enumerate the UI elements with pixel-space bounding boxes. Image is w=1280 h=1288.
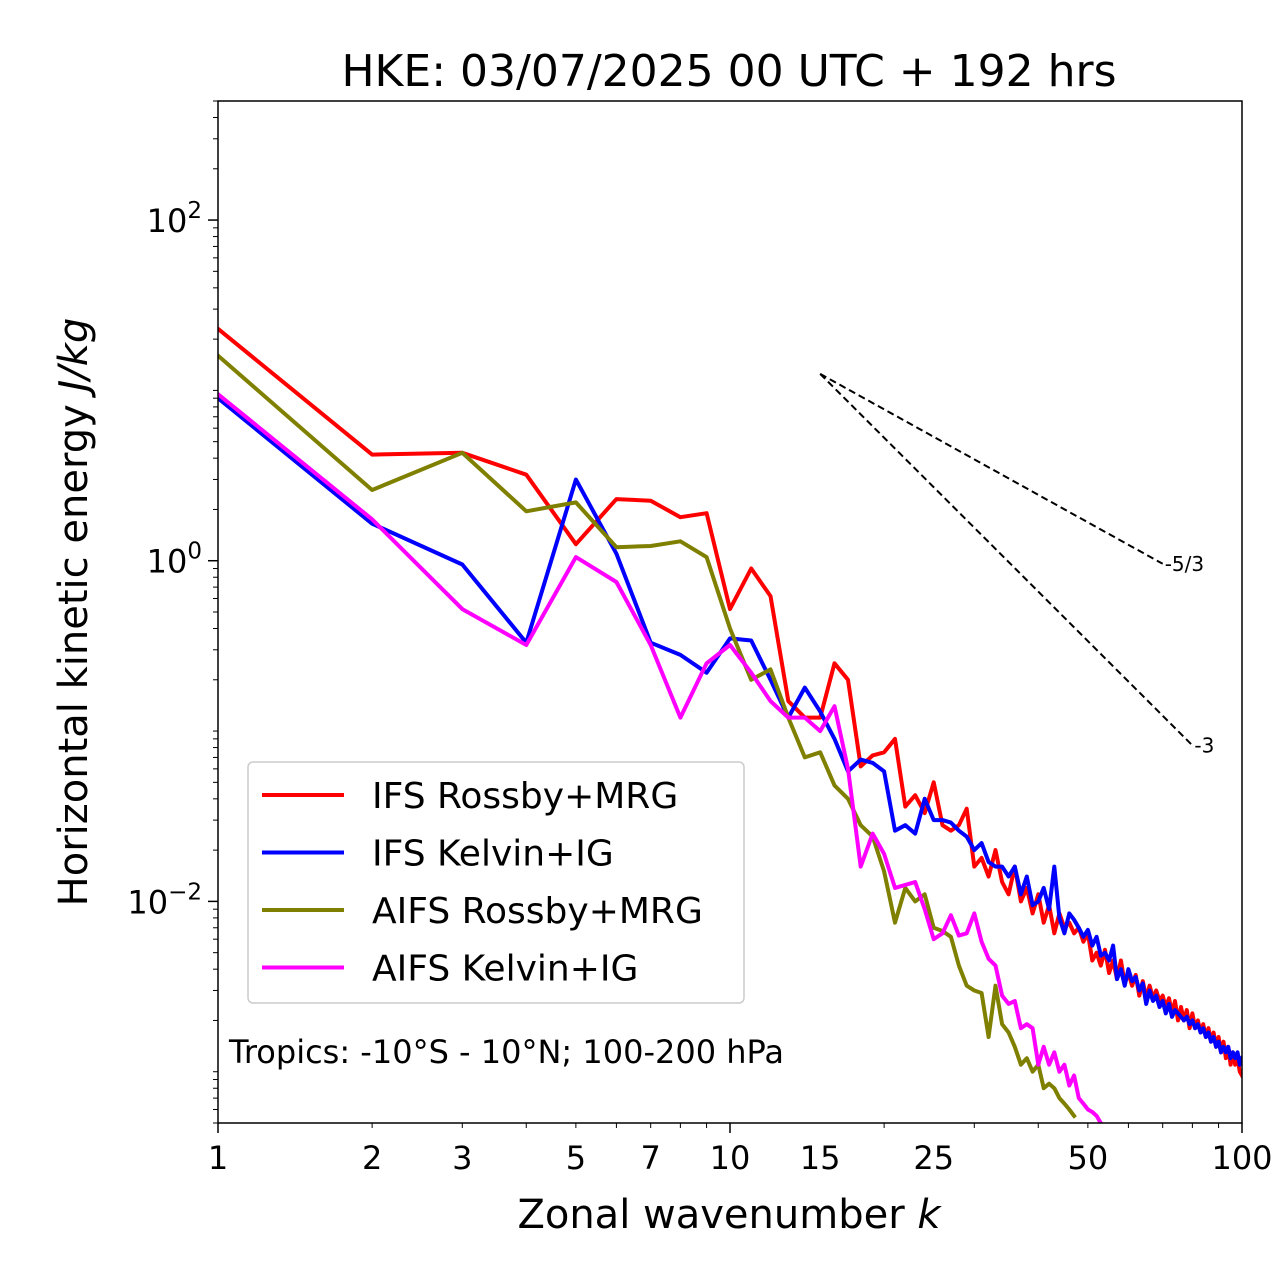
x-tick-label: 25 [913,1139,954,1177]
legend-label: IFS Kelvin+IG [372,834,614,875]
series-line [218,352,1077,1119]
plot-area: -5/3 -3 [218,326,1242,1123]
region-annotation: Tropics: -10°S - 10°N; 100-200 hPa [228,1033,784,1071]
y-axis-label: Horizontal kinetic energy J/kg [51,318,97,907]
y-axis-label-unit: J/kg [51,318,97,399]
x-tick-label: 1 [208,1139,228,1177]
reference-slope-lines: -5/3 -3 [819,373,1214,757]
reference-slope-label: -3 [1194,733,1214,757]
x-tick-label: 7 [641,1139,661,1177]
y-axis-ticks: 102 100 10−2 [127,100,218,1124]
legend-label: IFS Rossby+MRG [372,776,678,817]
legend-items: IFS Rossby+MRG IFS Kelvin+IG AIFS Rossby+M… [262,776,703,990]
y-tick-label: 100 [147,539,202,581]
x-tick-label: 100 [1211,1139,1272,1177]
y-tick-label: 10−2 [127,879,202,921]
legend-label: AIFS Kelvin+IG [372,949,638,990]
x-axis-ticks: 1 2 3 5 7 10 15 25 50 100 [208,1123,1273,1177]
x-tick-label: 3 [452,1139,472,1177]
y-tick-label: 102 [147,198,202,240]
legend: IFS Rossby+MRG IFS Kelvin+IG AIFS Rossby+M… [247,761,745,1004]
series-line [218,391,1104,1123]
x-tick-label: 5 [566,1139,586,1177]
x-tick-label: 10 [710,1139,751,1177]
legend-label: AIFS Rossby+MRG [372,891,703,932]
x-tick-label: 2 [362,1139,382,1177]
chart-title: HKE: 03/07/2025 00 UTC + 192 hrs [341,46,1116,97]
x-tick-label: 50 [1068,1139,1109,1177]
series-lines [218,326,1242,1123]
series-line [218,395,1242,1067]
x-axis-label: Zonal wavenumber k [517,1192,942,1238]
x-tick-label: 15 [800,1139,841,1177]
legend-box [247,761,745,1004]
reference-slope-label: -5/3 [1165,552,1204,576]
x-axis-label-symbol: k [917,1192,942,1238]
